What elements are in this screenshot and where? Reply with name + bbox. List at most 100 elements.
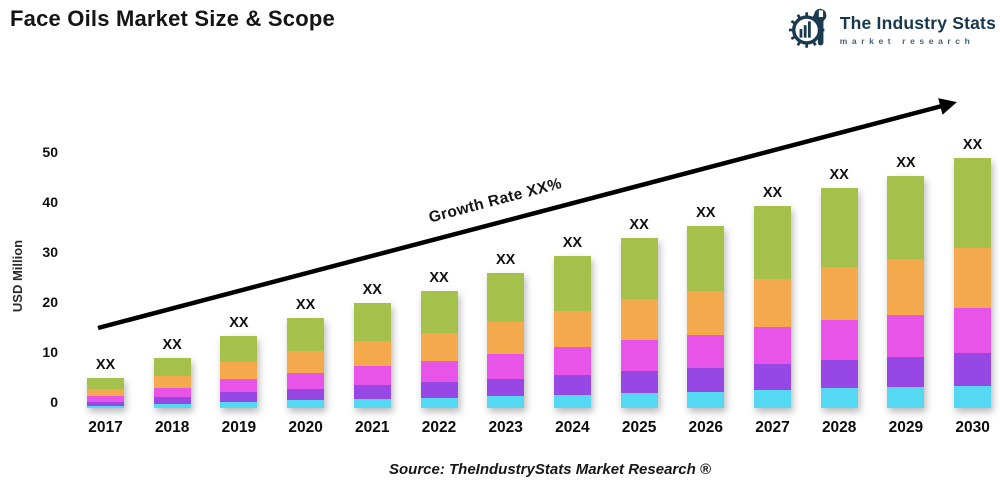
bar-segment-purple-segment xyxy=(887,357,925,387)
stacked-bar-2026 xyxy=(687,225,725,408)
bar-segment-magenta-segment xyxy=(487,354,525,379)
stacked-bar-2025 xyxy=(620,238,658,408)
bar-segment-green-segment xyxy=(287,318,325,351)
y-tick-label: 30 xyxy=(42,244,58,260)
bar-segment-magenta-segment xyxy=(420,361,458,382)
y-tick-label: 50 xyxy=(42,144,58,160)
bar-segment-magenta-segment xyxy=(220,379,258,392)
bar-segment-cyan-segment xyxy=(887,387,925,408)
bar-segment-green-segment xyxy=(153,358,191,376)
bar-segment-green-segment xyxy=(687,225,725,291)
x-axis-label: 2023 xyxy=(488,419,523,436)
bar-segment-orange-segment xyxy=(754,278,791,327)
y-tick-label: 10 xyxy=(42,344,58,360)
bar-segment-orange-segment xyxy=(487,321,525,354)
x-axis-label: 2022 xyxy=(421,419,457,436)
bar-segment-purple-segment xyxy=(687,368,725,392)
bar-value-label: XX xyxy=(295,297,316,313)
bar-segment-orange-segment xyxy=(420,333,458,361)
bar-segment-orange-segment xyxy=(87,389,124,396)
bar-segment-magenta-segment xyxy=(87,396,124,402)
bar-segment-orange-segment xyxy=(954,248,992,308)
bar-segment-magenta-segment xyxy=(687,335,725,368)
bar-segment-purple-segment xyxy=(487,378,525,396)
stacked-bar-2029 xyxy=(887,175,925,408)
y-axis-title: USD Million xyxy=(10,239,25,313)
bar-segment-magenta-segment xyxy=(153,388,191,397)
bar-segment-magenta-segment xyxy=(954,308,992,353)
bar-segment-cyan-segment xyxy=(220,401,258,408)
bar-segment-cyan-segment xyxy=(820,388,858,408)
bar-segment-cyan-segment xyxy=(87,405,124,408)
bar-segment-green-segment xyxy=(220,335,258,362)
bar-segment-magenta-segment xyxy=(287,372,325,389)
bar-segment-green-segment xyxy=(820,188,858,267)
stacked-bar-2027 xyxy=(754,205,791,408)
stacked-bar-2020 xyxy=(287,318,325,408)
brand-tagline: market research xyxy=(839,36,975,47)
x-axis-label: 2025 xyxy=(621,419,657,436)
bar-segment-orange-segment xyxy=(353,341,391,366)
bar-segment-green-segment xyxy=(420,290,458,333)
bar-segment-green-segment xyxy=(553,255,591,311)
x-axis-label: 2028 xyxy=(821,419,857,436)
bar-segment-cyan-segment xyxy=(353,398,391,408)
bar-segment-magenta-segment xyxy=(353,366,391,385)
bar-segment-magenta-segment xyxy=(553,347,591,375)
bar-segment-purple-segment xyxy=(420,382,458,398)
bar-value-label: XX xyxy=(429,269,449,286)
bar-segment-cyan-segment xyxy=(553,394,591,408)
bar-segment-magenta-segment xyxy=(620,340,658,371)
x-axis-label: 2029 xyxy=(888,419,924,436)
bar-segment-cyan-segment xyxy=(620,392,658,408)
bar-segment-purple-segment xyxy=(87,401,124,406)
bar-segment-purple-segment xyxy=(954,353,992,386)
x-axis-label: 2018 xyxy=(154,419,190,436)
bar-segment-green-segment xyxy=(887,175,925,259)
bar-segment-magenta-segment xyxy=(887,315,925,357)
bar-segment-green-segment xyxy=(754,205,791,279)
bar-segment-green-segment xyxy=(954,158,992,248)
bar-segment-cyan-segment xyxy=(687,391,725,408)
stacked-bar-2024 xyxy=(553,255,591,408)
source-citation: Source: TheIndustryStats Market Research… xyxy=(389,461,711,478)
x-axis-label: 2026 xyxy=(688,419,724,436)
brand-name: The Industry Stats xyxy=(839,12,996,33)
bar-segment-cyan-segment xyxy=(153,403,191,408)
y-tick-label: 20 xyxy=(42,294,58,310)
brand-logo-text: The Industry Stats market research xyxy=(839,12,996,47)
bar-value-label: XX xyxy=(229,314,249,331)
bar-value-label: XX xyxy=(762,184,783,201)
x-axis-label: 2030 xyxy=(955,419,990,436)
y-tick-label: 0 xyxy=(50,394,58,410)
bar-value-label: XX xyxy=(629,217,649,233)
bar-segment-orange-segment xyxy=(287,351,325,373)
brand-logo: The Industry Stats market research xyxy=(787,7,996,53)
bar-segment-magenta-segment xyxy=(820,320,858,360)
y-tick-label: 40 xyxy=(42,194,58,210)
bar-segment-cyan-segment xyxy=(420,397,458,408)
x-axis-label: 2020 xyxy=(288,419,323,436)
bar-value-label: XX xyxy=(896,154,916,171)
bar-segment-orange-segment xyxy=(887,259,925,315)
stacked-bar-2030 xyxy=(954,158,992,408)
gear-wrench-logo-icon xyxy=(788,8,827,48)
page-title: Face Oils Market Size & Scope xyxy=(10,6,335,31)
stacked-bar-2021 xyxy=(353,303,391,408)
bar-segment-cyan-segment xyxy=(487,396,525,408)
stacked-bar-2022 xyxy=(420,290,458,408)
bar-segment-cyan-segment xyxy=(287,400,325,408)
x-axis-label: 2024 xyxy=(555,419,590,436)
bar-segment-purple-segment xyxy=(754,363,791,390)
bar-value-label: XX xyxy=(162,337,182,353)
bar-segment-green-segment xyxy=(353,303,391,341)
growth-rate-annotation: Growth Rate XX% xyxy=(427,175,564,227)
bar-value-label: XX xyxy=(362,282,382,298)
bar-value-label: XX xyxy=(496,252,516,268)
bar-segment-purple-segment xyxy=(287,388,325,400)
bar-segment-purple-segment xyxy=(820,359,858,388)
stacked-bar-2028 xyxy=(820,188,858,408)
stacked-bar-2018 xyxy=(153,358,191,408)
bar-segment-purple-segment xyxy=(220,392,258,402)
bar-value-label: XX xyxy=(829,167,849,183)
